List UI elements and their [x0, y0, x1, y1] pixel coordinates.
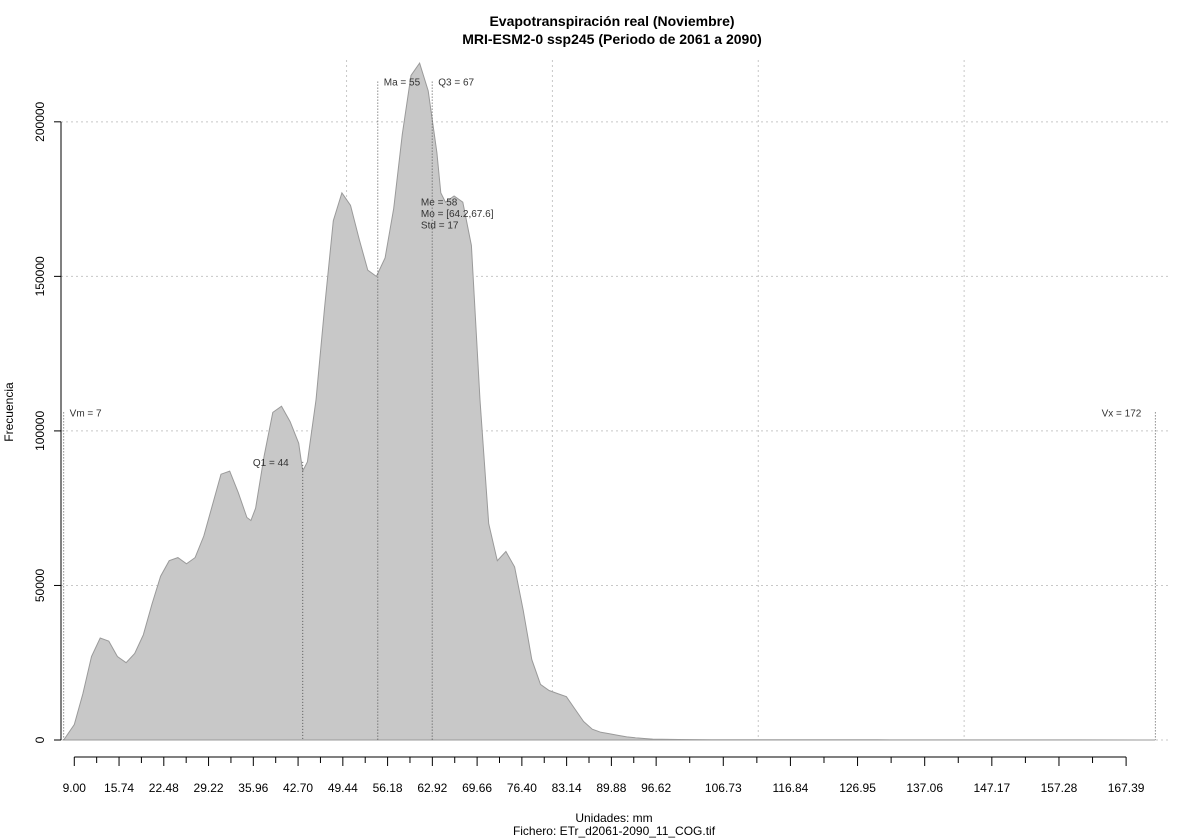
stats-annotation-line: Std = 17 — [421, 220, 459, 231]
x-tick-label: 167.39 — [1108, 781, 1145, 795]
chart-subtitle: MRI-ESM2-0 ssp245 (Periodo de 2061 a 209… — [462, 31, 762, 47]
x-tick-label: 35.96 — [238, 781, 268, 795]
chart-title: Evapotranspiración real (Noviembre) — [489, 13, 734, 29]
x-tick-label: 116.84 — [773, 781, 809, 795]
stat-marker-label: Vx = 172 — [1102, 408, 1142, 419]
x-tick-label: 89.88 — [596, 781, 626, 795]
x-tick-label: 137.06 — [906, 781, 943, 795]
stats-annotation-line: Me = 58 — [421, 197, 458, 208]
x-tick-label: 147.17 — [973, 781, 1010, 795]
y-tick-label: 150000 — [33, 256, 47, 296]
file-caption: Fichero: ETr_d2061-2090_11_COG.tif — [513, 824, 716, 838]
x-tick-label: 56.18 — [373, 781, 403, 795]
x-tick-label: 126.95 — [839, 781, 876, 795]
x-tick-label: 42.70 — [283, 781, 313, 795]
axes: 0 50000 100000 150000 200000 9.00 15.74 22.48 29… — [33, 101, 1145, 795]
x-tick-label: 96.62 — [641, 781, 671, 795]
x-tick-label: 106.73 — [705, 781, 742, 795]
stat-marker-label: Q1 = 44 — [253, 458, 289, 469]
x-axis-label: Unidades: mm — [575, 811, 652, 825]
x-tick-label: 22.48 — [149, 781, 179, 795]
density-area — [62, 61, 1156, 741]
y-tick-label: 0 — [33, 736, 47, 743]
y-axis-label: Frecuencia — [2, 382, 16, 442]
stat-marker-label: Q3 = 67 — [438, 78, 474, 89]
y-tick-label: 200000 — [33, 101, 47, 141]
stat-marker-label: Ma = 55 — [384, 78, 421, 89]
x-tick-label: 69.66 — [462, 781, 492, 795]
x-tick-label: 83.14 — [552, 781, 582, 795]
x-tick-label: 15.74 — [104, 781, 134, 795]
x-tick-label: 29.22 — [194, 781, 224, 795]
y-tick-label: 50000 — [33, 568, 47, 602]
x-tick-label: 49.44 — [328, 781, 358, 795]
stat-marker-label: Vm = 7 — [70, 408, 102, 419]
x-tick-label: 9.00 — [63, 781, 87, 795]
x-tick-label: 76.40 — [507, 781, 537, 795]
stat-markers: Vm = 7 Q1 = 44 Ma = 55 Q3 = 67 Vx = 172 Me = … — [63, 78, 1156, 740]
y-tick-label: 100000 — [33, 411, 47, 451]
x-tick-label: 157.28 — [1041, 781, 1078, 795]
x-tick-label: 62.92 — [417, 781, 447, 795]
stats-annotation-line: Mo = [64.2,67.6] — [421, 209, 494, 220]
density-area-path — [62, 61, 1156, 741]
